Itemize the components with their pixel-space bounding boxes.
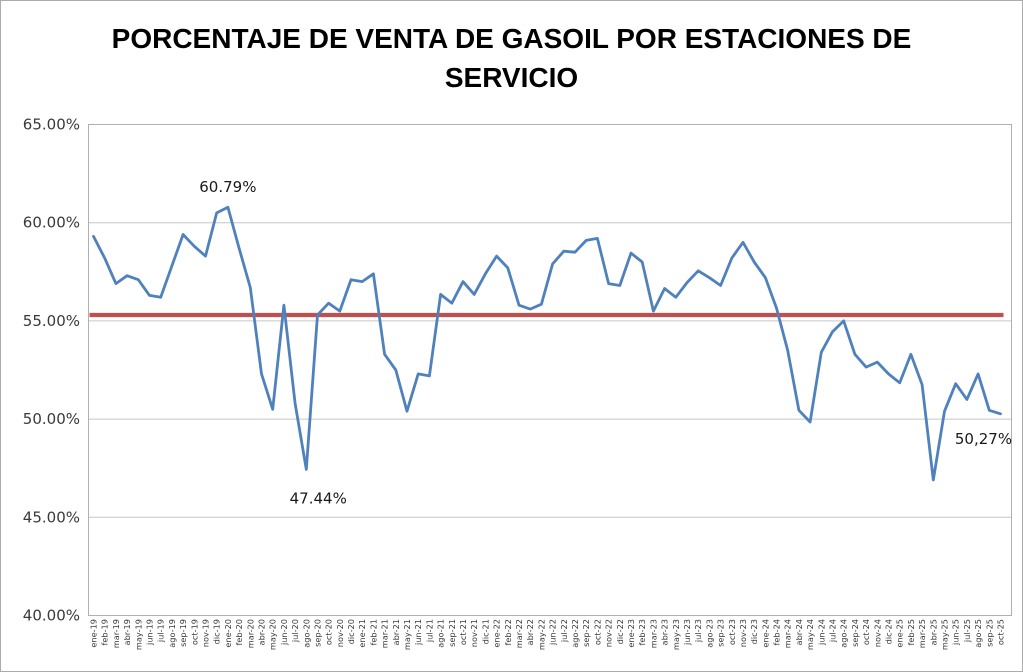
x-axis-tick-label: dic-22 [615,619,625,644]
x-axis-tick-label: sep-21 [447,619,457,647]
x-axis-tick-label: oct-19 [189,619,199,645]
x-axis-tick-label: feb-24 [772,619,782,646]
data-label-annotation: 50,27% [955,430,1012,448]
x-axis-tick-label: abr-23 [660,619,670,645]
x-axis-tick-label: nov-24 [872,619,882,647]
x-axis-tick-label: may-23 [671,619,681,650]
chart-title-line1: PORCENTAJE DE VENTA DE GASOIL POR ESTACI… [111,23,912,54]
x-axis-tick-label: mar-25 [917,619,927,648]
x-axis-tick-label: abr-20 [256,619,266,645]
x-axis-tick-label: sep-24 [850,619,860,647]
x-axis-tick-label: feb-21 [368,619,378,646]
x-axis-tick-label: nov-23 [738,619,748,647]
data-label-annotation: 47.44% [290,489,347,507]
x-axis-tick-label: may-19 [133,619,143,650]
x-axis-tick-label: ene-25 [895,619,905,648]
x-axis-tick-label: jul-23 [693,619,703,643]
x-axis-tick-label: jun-24 [816,619,826,646]
x-axis-tick-label: ago-20 [301,619,311,648]
x-axis-tick-label: ago-23 [704,619,714,648]
x-axis-tick-label: ago-24 [839,619,849,648]
x-axis-tick-label: nov-20 [335,619,345,647]
x-axis-tick-label: abr-25 [928,619,938,645]
x-axis-tick-label: ene-20 [223,619,233,648]
x-axis-tick-label: may-25 [940,619,950,650]
x-axis-tick-label: jun-21 [413,619,423,646]
x-axis-tick-label: ene-19 [89,619,99,648]
x-axis-tick-label: dic-21 [480,619,490,644]
x-axis-tick-label: may-20 [268,619,278,650]
x-axis-tick-label: jun-25 [951,619,961,646]
x-axis-tick-label: feb-23 [637,619,647,646]
x-axis-tick-label: mar-24 [783,619,793,648]
x-axis-tick-label: mar-23 [648,619,658,648]
x-axis-tick-label: sep-22 [581,619,591,647]
x-axis-tick-label: nov-22 [604,619,614,647]
x-axis-tick-label: abr-22 [525,619,535,645]
x-axis-tick-label: ene-22 [492,619,502,648]
x-axis-tick-label: ago-22 [570,619,580,648]
y-axis-tick-label: 40.00% [23,607,80,625]
x-axis-tick-label: ago-21 [436,619,446,648]
y-axis-tick-label: 60.00% [23,214,80,232]
chart-title: PORCENTAJE DE VENTA DE GASOIL POR ESTACI… [1,19,1022,97]
x-axis-tick-label: ene-24 [760,619,770,648]
x-axis-tick-label: mar-20 [245,619,255,648]
x-axis-tick-label: ago-19 [167,619,177,648]
x-axis-tick-label: jun-20 [279,619,289,646]
data-label-annotation: 60.79% [199,178,256,196]
x-axis-tick-label: feb-20 [234,619,244,646]
chart-title-line2: SERVICIO [444,62,579,93]
x-axis-tick-label: may-21 [402,619,412,650]
x-axis-tick-label: abr-21 [391,619,401,645]
y-axis-tick-label: 55.00% [23,312,80,330]
x-axis-tick-label: sep-20 [312,619,322,647]
x-axis-tick-label: ene-21 [357,619,367,648]
x-axis-tick-label: jun-19 [144,619,154,646]
x-axis-tick-label: nov-19 [200,619,210,647]
x-axis-tick-label: nov-21 [469,619,479,647]
x-axis-tick-label: oct-20 [324,619,334,645]
x-axis-tick-label: sep-19 [178,619,188,647]
x-axis-tick-label: dic-19 [212,619,222,644]
data-series-line [92,205,1002,482]
x-axis-tick-label: ago-25 [973,619,983,648]
x-axis-tick-label: ene-23 [626,619,636,648]
x-axis-tick-label: abr-19 [122,619,132,645]
x-axis-tick-label: oct-23 [727,619,737,645]
x-axis-tick-label: oct-25 [996,619,1006,645]
x-axis-tick-label: feb-25 [906,619,916,646]
y-axis-tick-label: 50.00% [23,410,80,428]
x-axis-tick-label: jun-22 [548,619,558,646]
x-axis-tick-label: jul-22 [559,619,569,643]
x-axis-tick-label: jul-21 [424,619,434,643]
x-axis-tick-label: jul-20 [290,619,300,643]
x-axis-tick-label: oct-21 [458,619,468,645]
x-axis-tick-label: sep-23 [716,619,726,647]
x-axis-tick-label: feb-19 [100,619,110,646]
x-axis-tick-label: mar-21 [380,619,390,648]
x-axis-tick-label: jul-25 [962,619,972,643]
x-axis-tick-label: feb-22 [503,619,513,646]
x-axis-tick-label: jul-19 [156,619,166,643]
x-axis-tick-label: dic-20 [346,619,356,644]
plot-area-border [88,124,1012,616]
y-axis-tick-label: 45.00% [23,508,80,526]
x-axis-tick-label: oct-24 [861,619,871,645]
x-axis-tick-label: may-22 [536,619,546,650]
x-axis-tick-label: may-24 [805,619,815,650]
x-axis-tick-label: mar-22 [514,619,524,648]
x-axis-tick-label: jul-24 [828,619,838,643]
y-axis-tick-label: 65.00% [23,116,80,134]
x-axis-tick-label: abr-24 [794,619,804,645]
x-axis-tick-label: jun-23 [682,619,692,646]
x-axis-tick-label: oct-22 [592,619,602,645]
x-axis-tick-label: dic-23 [749,619,759,644]
x-axis-tick-label: sep-25 [984,619,994,647]
x-axis-tick-label: mar-19 [111,619,121,648]
x-axis-tick-label: dic-24 [884,619,894,644]
